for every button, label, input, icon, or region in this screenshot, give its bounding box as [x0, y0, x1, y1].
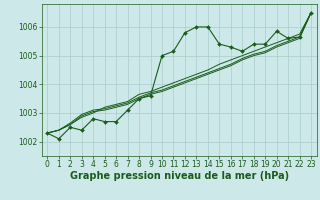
X-axis label: Graphe pression niveau de la mer (hPa): Graphe pression niveau de la mer (hPa): [70, 171, 289, 181]
